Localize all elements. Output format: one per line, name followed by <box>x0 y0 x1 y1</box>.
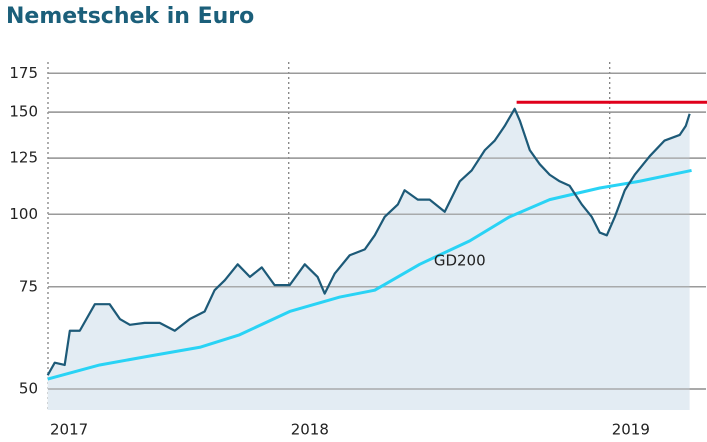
x-tick-label: 2019 <box>612 421 650 439</box>
y-tick-label: 50 <box>19 379 38 397</box>
chart-title: Nemetschek in Euro <box>6 4 254 29</box>
line <box>47 168 692 381</box>
tick-label-bg <box>0 103 44 122</box>
tick-label-bg <box>0 277 44 296</box>
area <box>47 108 690 410</box>
x-tick-label: 2017 <box>50 421 88 439</box>
tick-label-bg <box>0 149 44 168</box>
tick-label-bg <box>0 379 44 398</box>
line <box>46 107 691 376</box>
tick-label-bg <box>0 64 44 83</box>
x-tick-label: 2018 <box>291 421 329 439</box>
y-tick-label: 175 <box>9 64 38 82</box>
y-tick-label: 100 <box>9 205 38 223</box>
y-tick-label: 125 <box>9 149 38 167</box>
series-label: GD200 <box>434 251 486 269</box>
y-tick-label: 75 <box>19 277 38 295</box>
y-tick-label: 150 <box>9 103 38 121</box>
tick-label-bg <box>0 205 44 224</box>
